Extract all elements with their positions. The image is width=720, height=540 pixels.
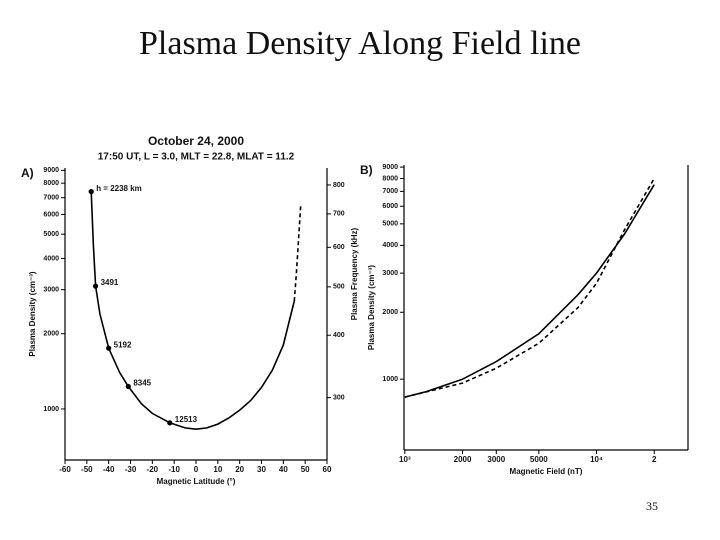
y-tick-label: 2000 [382,309,398,316]
x-tick-label: 5000 [530,455,548,464]
x-tick-label: -30 [125,465,137,474]
panel-label: B) [360,163,373,177]
y-tick-label: 4000 [43,255,59,262]
x-tick-label: 50 [301,465,310,474]
point-label: 8345 [133,379,151,388]
x-tick-label: 3000 [487,455,505,464]
y-tick-label: 5000 [382,221,398,228]
y-tick-label: 7000 [43,195,59,202]
y-axis-title: Plasma Density (cm⁻³) [28,271,37,356]
x-tick-label: -40 [103,465,115,474]
y-tick-label: 4000 [382,242,398,249]
data-point [92,283,99,289]
x-tick-label: -60 [59,465,71,474]
y-tick-label: 3000 [382,270,398,277]
y2-tick-label: 300 [333,394,345,401]
x-tick-label: -50 [81,465,93,474]
y-tick-label: 8000 [382,175,398,182]
y-tick-label: 2000 [43,331,59,338]
panel-label: A) [21,166,34,180]
data-point [106,345,112,351]
x-tick-label: 40 [279,465,288,474]
y-tick-label: 1000 [43,406,59,413]
y2-tick-label: 500 [333,284,345,291]
x-tick-label: 0 [194,465,199,474]
y2-tick-label: 700 [333,211,345,218]
y2-axis-title: Plasma Frequency (kHz) [350,227,359,320]
y-tick-label: 3000 [43,287,59,294]
point-label: 5192 [114,340,132,349]
x-tick-label: -20 [147,465,159,474]
page-number: 35 [646,499,658,513]
x-tick-label: 60 [323,465,332,474]
y-tick-label: 5000 [43,231,59,238]
data-line [90,191,296,431]
data-point [167,420,173,426]
y-tick-label: 1000 [382,376,398,383]
y-tick-label: 9000 [382,164,398,171]
x-axis-title: Magnetic Latitude (°) [157,477,236,486]
x-tick-label: 10³ [399,455,411,464]
x-tick-label: 10⁴ [590,455,603,464]
y-tick-label: 8000 [43,180,59,187]
x-axis-title: Magnetic Field (nT) [510,467,583,476]
x-tick-label: 10 [213,465,222,474]
x-tick-label: -10 [168,465,180,474]
point-label: 12513 [175,415,198,424]
slide-title: Plasma Density Along Field line [139,25,581,62]
data-line [404,178,655,398]
data-line [293,204,302,302]
data-point [88,189,94,195]
y2-tick-label: 600 [333,244,345,251]
point-label: 3491 [101,278,119,287]
y-tick-label: 6000 [43,211,59,218]
x-tick-label: 30 [257,465,266,474]
y2-tick-label: 400 [333,332,345,339]
y-axis-title: Plasma Density (cm⁻³) [367,265,376,350]
chart-subtitle: 17:50 UT, L = 3.0, MLT = 22.8, MLAT = 11… [98,152,295,163]
y-tick-label: 6000 [382,203,398,210]
y2-tick-label: 800 [333,182,345,189]
chart-title: October 24, 2000 [148,134,244,148]
x-tick-label: 2 [652,455,657,464]
x-tick-label: 2000 [454,455,472,464]
data-point [125,383,131,390]
x-tick-label: 20 [235,465,244,474]
y-tick-label: 7000 [382,188,398,195]
y-tick-label: 9000 [43,167,59,174]
data-line [404,184,655,398]
point-label: h = 2238 km [96,184,142,193]
